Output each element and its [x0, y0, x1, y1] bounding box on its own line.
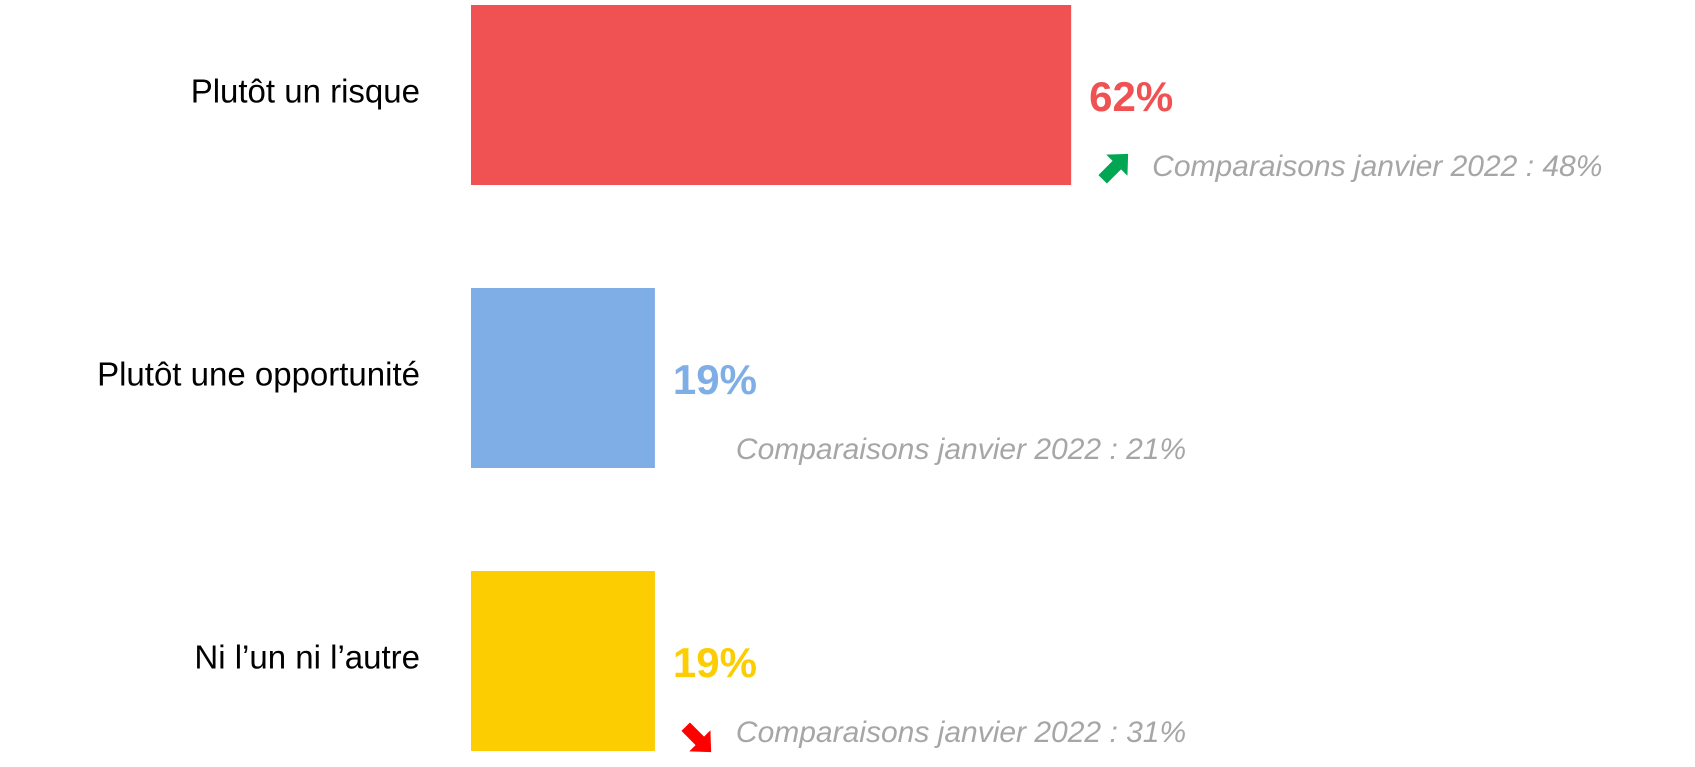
value-label: 19% [673, 356, 757, 403]
category-label: Plutôt une opportunité [97, 356, 420, 393]
comparison-note: Comparaisons janvier 2022 : 31% [736, 716, 1186, 749]
bar [471, 5, 1072, 185]
up-arrow [1098, 153, 1129, 184]
category-label: Ni l’un ni l’autre [194, 639, 420, 676]
value-label: 62% [1089, 73, 1173, 120]
value-label: 19% [673, 639, 757, 686]
bar [471, 571, 655, 751]
down-arrow [681, 722, 712, 753]
comparison-note: Comparaisons janvier 2022 : 21% [736, 433, 1186, 466]
comparison-note: Comparaisons janvier 2022 : 48% [1152, 150, 1602, 183]
category-label: Plutôt un risque [191, 73, 420, 110]
bar [471, 288, 655, 468]
